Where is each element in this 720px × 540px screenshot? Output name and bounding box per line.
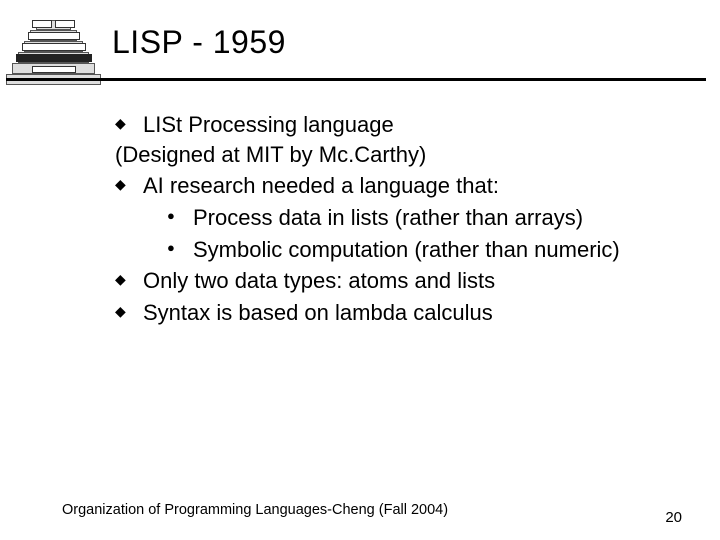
slide-header: LISP - 1959 <box>0 10 720 80</box>
slide-title: LISP - 1959 <box>112 24 286 61</box>
bullet-item: AI research needed a language that: Proc… <box>115 171 685 264</box>
bullet-text-cont: (Designed at MIT by Mc.Carthy) <box>115 140 426 170</box>
bullet-text: AI research needed a language that: <box>143 173 499 198</box>
bullet-item: Only two data types: atoms and lists <box>115 266 685 296</box>
page-number: 20 <box>665 509 682 526</box>
bullet-text: Only two data types: atoms and lists <box>143 268 495 293</box>
bullet-text: Syntax is based on lambda calculus <box>143 300 493 325</box>
footer-text: Organization of Programming Languages-Ch… <box>62 502 448 518</box>
sub-bullet-text: Symbolic computation (rather than numeri… <box>193 237 620 262</box>
sub-bullet-list: Process data in lists (rather than array… <box>167 203 685 264</box>
bullet-list: LISt Processing language (Designed at MI… <box>115 110 685 328</box>
sub-bullet-item: Symbolic computation (rather than numeri… <box>167 235 685 265</box>
slide-body: LISt Processing language (Designed at MI… <box>115 110 685 330</box>
slide: LISP - 1959 LISt Processing language (De… <box>0 0 720 540</box>
pyramid-icon <box>6 20 101 85</box>
bullet-item: Syntax is based on lambda calculus <box>115 298 685 328</box>
bullet-item: LISt Processing language (Designed at MI… <box>115 110 685 169</box>
header-rule <box>6 78 706 81</box>
bullet-text: LISt Processing language <box>143 112 394 137</box>
sub-bullet-item: Process data in lists (rather than array… <box>167 203 685 233</box>
sub-bullet-text: Process data in lists (rather than array… <box>193 205 583 230</box>
